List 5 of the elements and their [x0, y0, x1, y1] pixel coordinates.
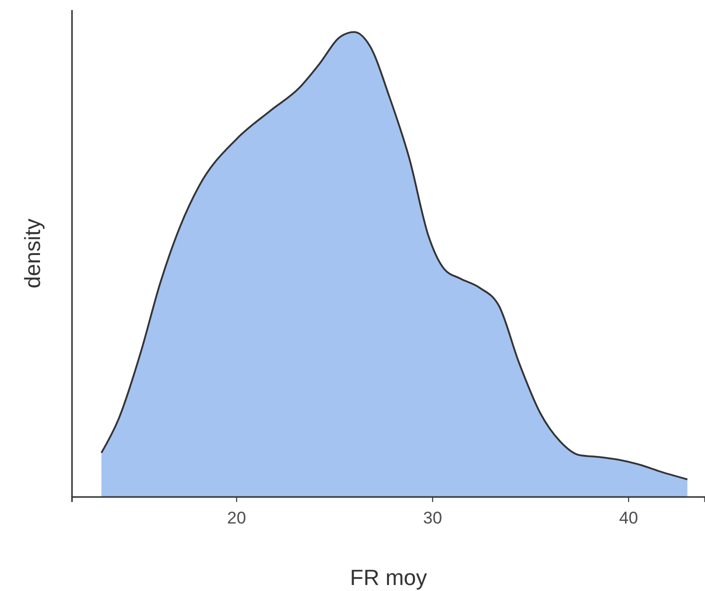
x-axis-title: FR moy — [350, 565, 427, 590]
x-tick-label: 30 — [423, 508, 442, 528]
x-tick-label: 20 — [227, 508, 246, 528]
y-axis-title: density — [20, 218, 45, 288]
x-tick-label: 40 — [619, 508, 638, 528]
